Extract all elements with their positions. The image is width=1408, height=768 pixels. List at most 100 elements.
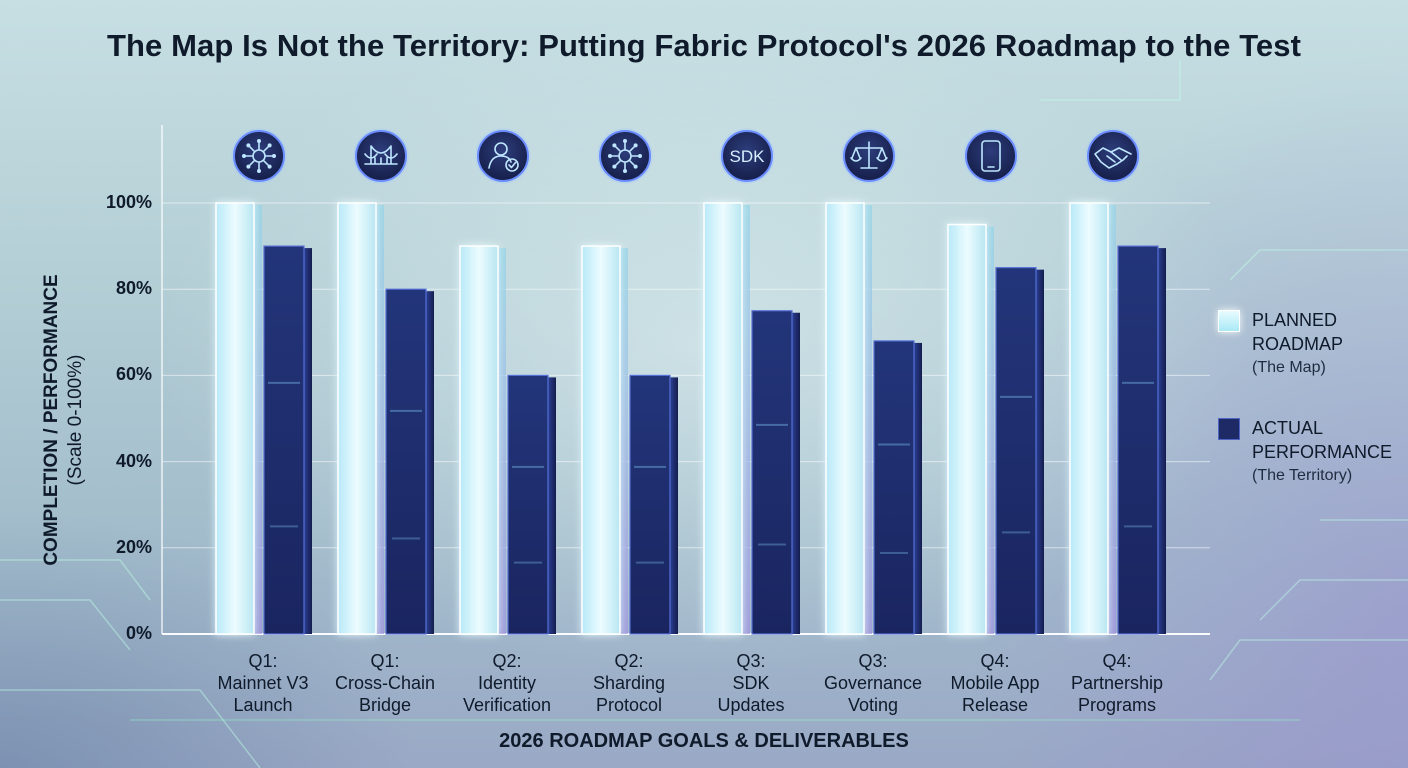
circuit-line	[1259, 579, 1408, 621]
actual-bar-side	[1158, 248, 1166, 634]
x-tick-line: Q4:	[1102, 651, 1132, 671]
legend-item-planned: PLANNED ROADMAP (The Map)	[1216, 308, 1406, 388]
x-tick-line: Protocol	[595, 695, 663, 715]
hub-center	[252, 149, 266, 163]
hub-node	[267, 143, 272, 148]
hub-node	[608, 154, 612, 158]
actual-bar	[1117, 245, 1159, 635]
handshake-icon	[1085, 128, 1141, 184]
circuit-decoration	[0, 60, 1408, 768]
planned-bar-side	[620, 248, 628, 634]
user-head	[494, 142, 508, 156]
actual-bar-side	[548, 377, 556, 634]
hub-node	[612, 143, 617, 148]
x-tick-line: Bridge	[358, 695, 412, 715]
legend: PLANNED ROADMAP (The Map) ACTUAL PERFORM…	[1216, 308, 1406, 524]
hub-node	[272, 154, 276, 158]
scales-shape	[850, 141, 888, 169]
planned-bar	[825, 202, 865, 635]
x-tick-line: Identity	[477, 673, 537, 693]
planned-bar-side	[376, 205, 384, 634]
hub-node	[257, 169, 261, 173]
circuit-line	[1209, 639, 1408, 681]
actual-bar	[507, 374, 549, 635]
x-tick-line: Cross-Chain	[334, 673, 436, 693]
data-stream-mark	[634, 465, 666, 468]
handshake-shape	[1094, 147, 1132, 169]
planned-bar-side	[986, 226, 994, 635]
data-stream-mark	[758, 543, 786, 546]
planned-bar	[581, 245, 621, 635]
icon-badge-ring	[353, 128, 409, 184]
hub-node	[267, 164, 272, 169]
actual-bar	[263, 245, 305, 635]
actual-bar	[629, 374, 671, 635]
data-stream-mark	[390, 409, 422, 412]
data-stream-mark	[636, 561, 664, 564]
actual-bar	[751, 310, 793, 635]
planned-bar	[337, 202, 377, 635]
x-tick-line: Partnership	[1070, 673, 1164, 693]
legend-text: ACTUAL PERFORMANCE (The Territory)	[1252, 416, 1408, 488]
data-stream-mark	[1122, 381, 1154, 384]
actual-bar-side	[670, 377, 678, 634]
icon-badge-ring	[719, 128, 775, 184]
legend-note: (The Territory)	[1252, 467, 1353, 484]
x-tick-labels: Q1: Mainnet V3 Launch Q1: Cross-Chain Bridge…	[0, 650, 1408, 720]
x-tick-label: Q2: Identity Verification	[437, 650, 577, 716]
legend-swatch-planned	[1218, 310, 1240, 332]
y-tick-label: 100%	[105, 192, 152, 212]
actual-bar-side	[304, 248, 312, 634]
y-axis-title: COMPLETION / PERFORMANCE (Scale 0-100%)	[40, 210, 88, 630]
network-node-icon	[231, 128, 287, 184]
icon-badge	[721, 130, 773, 182]
x-tick-line: Q1:	[248, 651, 278, 671]
icon-badge	[355, 130, 407, 182]
y-tick-label: 80%	[115, 278, 152, 299]
icon-badge	[1087, 130, 1139, 182]
check-circle	[505, 158, 519, 172]
hub-node	[623, 169, 627, 173]
x-tick-line: Mobile App	[950, 673, 1040, 693]
hub-spoke	[249, 160, 255, 166]
hub-spoke	[629, 160, 635, 166]
data-stream-mark	[756, 423, 788, 426]
grid-lines	[161, 125, 1210, 635]
planned-bar	[215, 202, 255, 635]
x-tick-line: Sharding	[592, 673, 666, 693]
data-stream-mark	[1000, 395, 1032, 398]
x-tick-label: Q2: Sharding Protocol	[559, 650, 699, 716]
x-tick-line: Q3:	[858, 651, 888, 671]
icon-badge-ring	[597, 128, 653, 184]
legend-label: PLANNED ROADMAP	[1252, 310, 1344, 354]
hub-node	[257, 139, 261, 143]
x-tick-label: Q3: Governance Voting	[803, 650, 943, 716]
chart-title: The Map Is Not the Territory: Putting Fa…	[106, 28, 1302, 63]
network-hub-icon	[597, 128, 653, 184]
circuit-line	[0, 559, 151, 601]
actual-bar-side	[792, 312, 800, 634]
hub-spoke	[263, 146, 269, 152]
x-tick-line: Mainnet V3	[217, 673, 309, 693]
planned-bar-side	[1108, 205, 1116, 634]
hub-spoke	[615, 146, 621, 152]
y-axis-title-main: COMPLETION / PERFORMANCE	[41, 274, 62, 566]
legend-swatch-actual	[1218, 418, 1240, 440]
planned-bar-side	[864, 205, 872, 634]
planned-bar	[947, 223, 987, 635]
hub-spoke	[263, 160, 269, 166]
x-tick-line: SDK	[732, 673, 770, 693]
icon-badge	[965, 130, 1017, 182]
x-tick-label: Q4: Partnership Programs	[1047, 650, 1187, 716]
scales-icon	[841, 128, 897, 184]
bridge-icon	[353, 128, 409, 184]
x-tick-label: Q1: Mainnet V3 Launch	[193, 650, 333, 716]
hub-node	[623, 139, 627, 143]
icon-badge-ring	[841, 128, 897, 184]
circuit-line	[1229, 249, 1408, 281]
x-tick-line: Q3:	[736, 651, 766, 671]
planned-bar	[703, 202, 743, 635]
data-stream-mark	[270, 525, 298, 528]
icon-badge-ring	[475, 128, 531, 184]
x-tick-line: Governance	[823, 673, 923, 693]
